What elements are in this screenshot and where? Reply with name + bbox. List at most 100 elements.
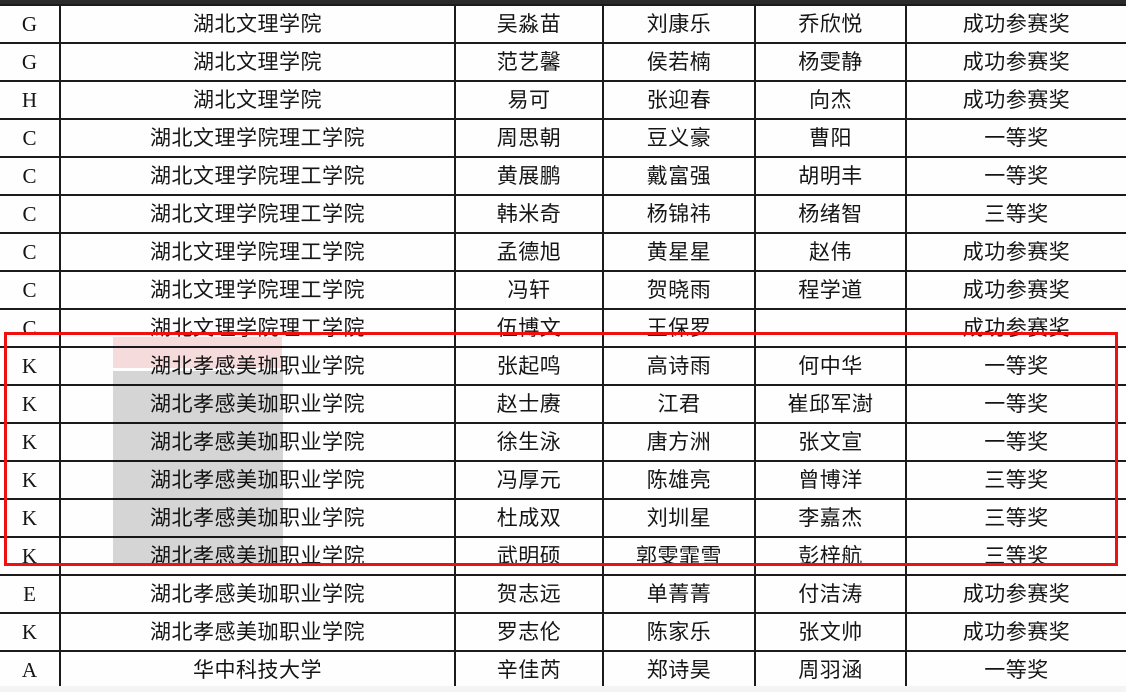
cell-award[interactable]: 一等奖 xyxy=(905,118,1126,158)
cell-member-1[interactable]: 冯轩 xyxy=(454,270,604,310)
cell-school[interactable]: 湖北孝感美珈职业学院 xyxy=(59,346,456,386)
cell-member-2[interactable]: 杨锦祎 xyxy=(602,194,756,234)
table-row[interactable]: C 湖北文理学院理工学院 韩米奇 杨锦祎 杨绪智 三等奖 xyxy=(0,194,1126,234)
cell-school[interactable]: 湖北孝感美珈职业学院 xyxy=(59,536,456,576)
cell-code[interactable]: C xyxy=(0,118,61,158)
cell-award[interactable]: 一等奖 xyxy=(905,346,1126,386)
cell-code[interactable]: H xyxy=(0,80,61,120)
cell-award[interactable]: 一等奖 xyxy=(905,384,1126,424)
cell-code[interactable]: C xyxy=(0,270,61,310)
cell-member-1[interactable]: 范艺馨 xyxy=(454,42,604,82)
cell-member-2[interactable]: 唐方洲 xyxy=(602,422,756,462)
cell-member-3[interactable]: 何中华 xyxy=(754,346,907,386)
cell-member-3[interactable]: 向杰 xyxy=(754,80,907,120)
cell-code[interactable]: K xyxy=(0,422,61,462)
cell-school[interactable]: 湖北孝感美珈职业学院 xyxy=(59,384,456,424)
cell-code[interactable]: K xyxy=(0,498,61,538)
table-row[interactable]: C 湖北文理学院理工学院 黄展鹏 戴富强 胡明丰 一等奖 xyxy=(0,156,1126,196)
cell-code[interactable]: G xyxy=(0,4,61,44)
cell-member-3[interactable]: 彭梓航 xyxy=(754,536,907,576)
cell-code[interactable]: E xyxy=(0,574,61,614)
cell-member-3[interactable]: 胡明丰 xyxy=(754,156,907,196)
cell-member-3[interactable]: 李嘉杰 xyxy=(754,498,907,538)
cell-member-3[interactable]: 曾博洋 xyxy=(754,460,907,500)
cell-member-1[interactable]: 贺志远 xyxy=(454,574,604,614)
cell-award[interactable]: 成功参赛奖 xyxy=(905,80,1126,120)
cell-school[interactable]: 湖北文理学院理工学院 xyxy=(59,118,456,158)
cell-award[interactable]: 一等奖 xyxy=(905,422,1126,462)
cell-school[interactable]: 湖北文理学院理工学院 xyxy=(59,270,456,310)
cell-member-1[interactable]: 吴淼苗 xyxy=(454,4,604,44)
cell-member-1[interactable]: 伍博文 xyxy=(454,308,604,348)
table-row[interactable]: G 湖北文理学院 范艺馨 侯若楠 杨雯静 成功参赛奖 xyxy=(0,42,1126,82)
cell-award[interactable]: 成功参赛奖 xyxy=(905,270,1126,310)
cell-award[interactable]: 成功参赛奖 xyxy=(905,612,1126,652)
cell-school[interactable]: 湖北孝感美珈职业学院 xyxy=(59,612,456,652)
cell-member-2[interactable]: 单菁菁 xyxy=(602,574,756,614)
cell-member-2[interactable]: 贺晓雨 xyxy=(602,270,756,310)
cell-member-1[interactable]: 杜成双 xyxy=(454,498,604,538)
cell-member-1[interactable]: 易可 xyxy=(454,80,604,120)
cell-code[interactable]: K xyxy=(0,612,61,652)
table-row[interactable]: C 湖北文理学院理工学院 周思朝 豆义豪 曹阳 一等奖 xyxy=(0,118,1126,158)
cell-member-2[interactable]: 王保罗 xyxy=(602,308,756,348)
table-row[interactable]: C 湖北文理学院理工学院 孟德旭 黄星星 赵伟 成功参赛奖 xyxy=(0,232,1126,272)
cell-member-3[interactable]: 付洁涛 xyxy=(754,574,907,614)
cell-member-3[interactable]: 崔邱军澍 xyxy=(754,384,907,424)
table-row[interactable]: C 湖北文理学院理工学院 冯轩 贺晓雨 程学道 成功参赛奖 xyxy=(0,270,1126,310)
table-row[interactable]: A 华中科技大学 辛佳芮 郑诗昊 周羽涵 一等奖 xyxy=(0,650,1126,690)
cell-award[interactable]: 一等奖 xyxy=(905,650,1126,690)
cell-member-3[interactable]: 杨绪智 xyxy=(754,194,907,234)
cell-code[interactable]: K xyxy=(0,536,61,576)
cell-member-2[interactable]: 戴富强 xyxy=(602,156,756,196)
cell-member-1[interactable]: 周思朝 xyxy=(454,118,604,158)
cell-member-3[interactable]: 周羽涵 xyxy=(754,650,907,690)
cell-member-3[interactable]: 赵伟 xyxy=(754,232,907,272)
cell-member-3[interactable]: 张文帅 xyxy=(754,612,907,652)
cell-member-1[interactable]: 黄展鹏 xyxy=(454,156,604,196)
cell-school[interactable]: 湖北文理学院 xyxy=(59,80,456,120)
cell-member-3[interactable]: 曹阳 xyxy=(754,118,907,158)
cell-member-1[interactable]: 韩米奇 xyxy=(454,194,604,234)
cell-school[interactable]: 湖北文理学院 xyxy=(59,4,456,44)
cell-member-2[interactable]: 张迎春 xyxy=(602,80,756,120)
cell-code[interactable]: K xyxy=(0,346,61,386)
cell-member-1[interactable]: 张起鸣 xyxy=(454,346,604,386)
cell-code[interactable]: K xyxy=(0,460,61,500)
cell-school[interactable]: 湖北文理学院理工学院 xyxy=(59,194,456,234)
cell-school[interactable]: 湖北文理学院理工学院 xyxy=(59,156,456,196)
cell-member-3[interactable]: 杨雯静 xyxy=(754,42,907,82)
cell-member-1[interactable]: 冯厚元 xyxy=(454,460,604,500)
cell-school[interactable]: 湖北文理学院理工学院 xyxy=(59,232,456,272)
cell-award[interactable]: 一等奖 xyxy=(905,156,1126,196)
cell-school[interactable]: 华中科技大学 xyxy=(59,650,456,690)
cell-member-2[interactable]: 刘圳星 xyxy=(602,498,756,538)
cell-code[interactable]: G xyxy=(0,42,61,82)
cell-member-3[interactable]: 程学道 xyxy=(754,270,907,310)
cell-school[interactable]: 湖北孝感美珈职业学院 xyxy=(59,574,456,614)
cell-member-2[interactable]: 高诗雨 xyxy=(602,346,756,386)
table-row[interactable]: K 湖北孝感美珈职业学院 徐生泳 唐方洲 张文宣 一等奖 xyxy=(0,422,1126,462)
cell-member-2[interactable]: 刘康乐 xyxy=(602,4,756,44)
cell-member-2[interactable]: 豆义豪 xyxy=(602,118,756,158)
cell-member-2[interactable]: 郭雯霏雪 xyxy=(602,536,756,576)
cell-award[interactable]: 成功参赛奖 xyxy=(905,4,1126,44)
cell-code[interactable]: C xyxy=(0,232,61,272)
table-row[interactable]: K 湖北孝感美珈职业学院 罗志伦 陈家乐 张文帅 成功参赛奖 xyxy=(0,612,1126,652)
cell-award[interactable]: 三等奖 xyxy=(905,498,1126,538)
table-row[interactable]: K 湖北孝感美珈职业学院 张起鸣 高诗雨 何中华 一等奖 xyxy=(0,346,1126,386)
cell-award[interactable]: 成功参赛奖 xyxy=(905,574,1126,614)
table-row[interactable]: K 湖北孝感美珈职业学院 赵士赓 江君 崔邱军澍 一等奖 xyxy=(0,384,1126,424)
cell-award[interactable]: 三等奖 xyxy=(905,460,1126,500)
cell-school[interactable]: 湖北孝感美珈职业学院 xyxy=(59,460,456,500)
cell-member-2[interactable]: 黄星星 xyxy=(602,232,756,272)
table-row[interactable]: H 湖北文理学院 易可 张迎春 向杰 成功参赛奖 xyxy=(0,80,1126,120)
table-row[interactable]: K 湖北孝感美珈职业学院 武明硕 郭雯霏雪 彭梓航 三等奖 xyxy=(0,536,1126,576)
cell-member-2[interactable]: 陈家乐 xyxy=(602,612,756,652)
cell-member-1[interactable]: 罗志伦 xyxy=(454,612,604,652)
table-row[interactable]: K 湖北孝感美珈职业学院 杜成双 刘圳星 李嘉杰 三等奖 xyxy=(0,498,1126,538)
cell-code[interactable]: K xyxy=(0,384,61,424)
cell-award[interactable]: 三等奖 xyxy=(905,536,1126,576)
cell-member-1[interactable]: 辛佳芮 xyxy=(454,650,604,690)
cell-school[interactable]: 湖北文理学院理工学院 xyxy=(59,308,456,348)
